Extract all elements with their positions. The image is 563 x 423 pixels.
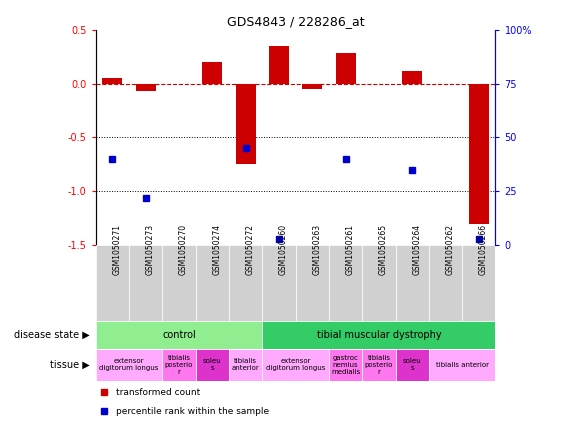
Text: GSM1050264: GSM1050264 (412, 224, 421, 275)
Bar (396, 349, 429, 381)
Title: GDS4843 / 228286_at: GDS4843 / 228286_at (227, 16, 364, 28)
Bar (229, 245, 262, 321)
Text: GSM1050260: GSM1050260 (279, 224, 288, 275)
Bar (162, 245, 196, 321)
Bar (96, 245, 129, 321)
Text: GSM1050270: GSM1050270 (179, 224, 188, 275)
Bar (402, 71, 422, 84)
Text: tissue ▶: tissue ▶ (50, 360, 90, 370)
Text: GSM1050274: GSM1050274 (212, 224, 221, 275)
Text: tibial muscular dystrophy: tibial muscular dystrophy (316, 330, 441, 340)
Text: GSM1050266: GSM1050266 (479, 224, 488, 275)
Text: tibialis
anterior: tibialis anterior (232, 358, 260, 371)
Text: GSM1050262: GSM1050262 (445, 224, 454, 275)
Bar (469, 84, 489, 224)
Bar (202, 62, 222, 84)
Text: GSM1050272: GSM1050272 (245, 224, 254, 275)
Bar (329, 245, 362, 321)
Bar (129, 245, 162, 321)
Bar (262, 349, 329, 381)
Bar (336, 53, 356, 84)
Bar (96, 321, 262, 349)
Text: GSM1050271: GSM1050271 (113, 224, 122, 275)
Text: tibialis
posterio
r: tibialis posterio r (365, 355, 393, 375)
Bar (229, 349, 262, 381)
Bar (429, 349, 495, 381)
Bar (96, 349, 162, 381)
Bar (162, 349, 196, 381)
Bar (329, 349, 362, 381)
Text: GSM1050263: GSM1050263 (312, 224, 321, 275)
Text: disease state ▶: disease state ▶ (14, 330, 90, 340)
Text: tibialis anterior: tibialis anterior (436, 362, 489, 368)
Bar (296, 245, 329, 321)
Bar (102, 78, 122, 84)
Bar (196, 245, 229, 321)
Text: percentile rank within the sample: percentile rank within the sample (116, 407, 269, 416)
Text: GSM1050273: GSM1050273 (146, 224, 155, 275)
Text: gastroc
nemius
medialis: gastroc nemius medialis (331, 355, 360, 375)
Text: extensor
digitorum longus: extensor digitorum longus (266, 358, 325, 371)
Text: soleu
s: soleu s (403, 358, 422, 371)
Bar (136, 84, 155, 91)
Bar (362, 245, 396, 321)
Bar (196, 349, 229, 381)
Text: transformed count: transformed count (116, 387, 200, 397)
Bar (362, 349, 396, 381)
Text: extensor
digitorum longus: extensor digitorum longus (99, 358, 159, 371)
Text: tibialis
posterio
r: tibialis posterio r (165, 355, 193, 375)
Bar (462, 245, 495, 321)
Text: control: control (162, 330, 196, 340)
Bar (396, 245, 429, 321)
Text: GSM1050261: GSM1050261 (346, 224, 355, 275)
Text: GSM1050265: GSM1050265 (379, 224, 388, 275)
Bar (302, 84, 322, 89)
Bar (262, 321, 495, 349)
Bar (236, 84, 256, 165)
Bar (262, 245, 296, 321)
Text: soleu
s: soleu s (203, 358, 222, 371)
Bar (429, 245, 462, 321)
Bar (269, 46, 289, 84)
